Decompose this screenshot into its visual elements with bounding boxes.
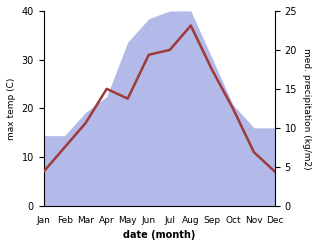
X-axis label: date (month): date (month) (123, 230, 196, 240)
Y-axis label: med. precipitation (kg/m2): med. precipitation (kg/m2) (302, 48, 311, 169)
Y-axis label: max temp (C): max temp (C) (7, 77, 16, 140)
